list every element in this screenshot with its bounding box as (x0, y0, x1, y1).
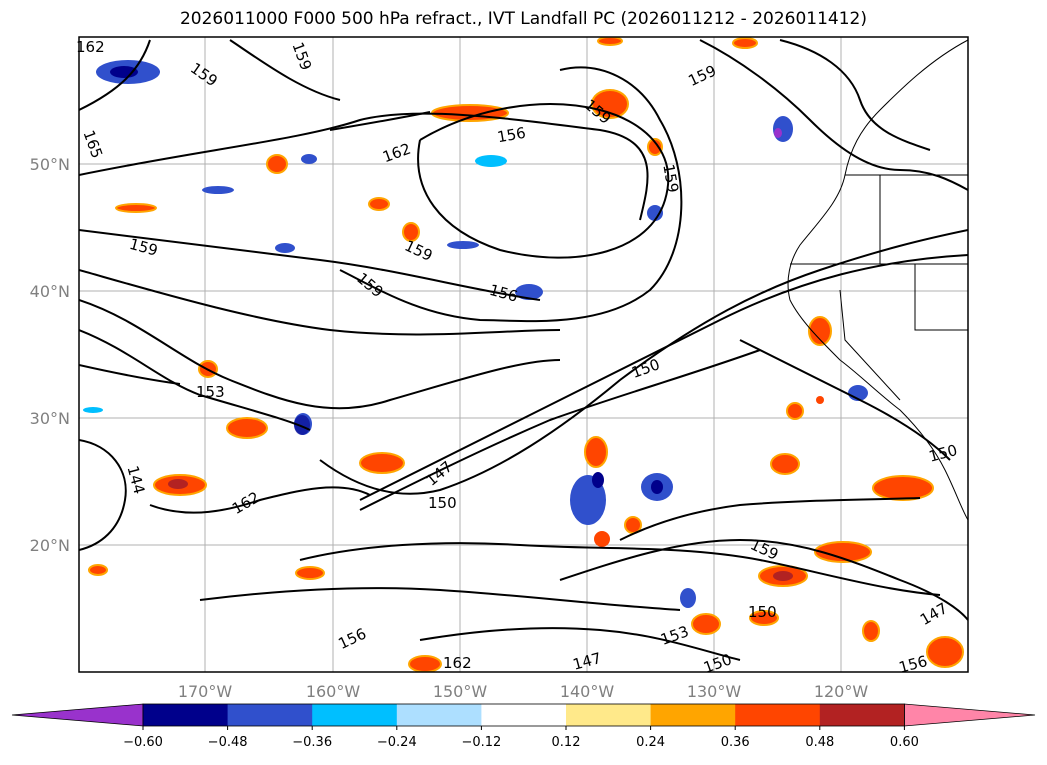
lon-label: 160°W (306, 682, 361, 701)
map-title: 2026011000 F000 500 hPa refract., IVT La… (179, 9, 867, 29)
lon-label: 120°W (814, 682, 869, 701)
lon-label: 140°W (560, 682, 615, 701)
contour-label: 162 (76, 38, 105, 56)
colorbar-segment (650, 704, 736, 726)
lat-label: 40°N (30, 282, 70, 301)
colorbar-segment (396, 704, 482, 726)
colorbar-segment (312, 704, 398, 726)
colorbar-segment (904, 703, 1036, 727)
contour-label: 153 (196, 383, 225, 401)
colorbar-tick-label: −0.60 (123, 735, 163, 750)
colorbar-segment (11, 703, 144, 727)
colorbar: −0.60 −0.48 −0.36 −0.24 −0.12 0.12 0.24 0.36 0.4… (11, 703, 1036, 750)
colorbar-tick-label: −0.48 (208, 735, 248, 750)
colorbar-tick-label: −0.36 (292, 735, 332, 750)
colorbar-segment (227, 704, 313, 726)
contour-label: 159 (659, 163, 682, 194)
lat-label: 30°N (30, 409, 70, 428)
lon-label: 170°W (178, 682, 233, 701)
colorbar-outline (142, 703, 905, 727)
lat-label: 50°N (30, 155, 70, 174)
map-background (79, 37, 968, 672)
colorbar-tick-label: 0.48 (805, 735, 834, 750)
contour-label: 162 (443, 654, 472, 672)
colorbar-tick-label: −0.12 (461, 735, 501, 750)
colorbar-tick-label: −0.24 (377, 735, 417, 750)
colorbar-segment (566, 704, 652, 726)
colorbar-segment (819, 704, 905, 726)
latitude-axis: 50°N 40°N 30°N 20°N (30, 155, 70, 555)
lon-label: 150°W (433, 682, 488, 701)
graticule (79, 37, 968, 672)
colorbar-segments (11, 703, 1036, 727)
contour-label: 150 (748, 603, 777, 621)
colorbar-segment (481, 704, 567, 726)
colorbar-segment (143, 704, 229, 726)
coastlines (787, 39, 968, 521)
contour-lines (79, 39, 968, 661)
colorbar-tick-label: 0.60 (890, 735, 919, 750)
colorbar-ticks: −0.60 −0.48 −0.36 −0.24 −0.12 0.12 0.24 0.36 0.4… (123, 726, 919, 750)
colorbar-segment (735, 704, 821, 726)
colorbar-tick-label: 0.36 (721, 735, 750, 750)
lat-label: 20°N (30, 536, 70, 555)
lon-label: 130°W (687, 682, 742, 701)
map-frame (78, 36, 969, 673)
longitude-axis: 170°W 160°W 150°W 140°W 130°W 120°W (178, 682, 869, 701)
colorbar-tick-label: 0.24 (636, 735, 665, 750)
contour-label: 156 (496, 124, 527, 147)
contour-label: 150 (428, 494, 457, 512)
colorbar-tick-label: 0.12 (552, 735, 581, 750)
